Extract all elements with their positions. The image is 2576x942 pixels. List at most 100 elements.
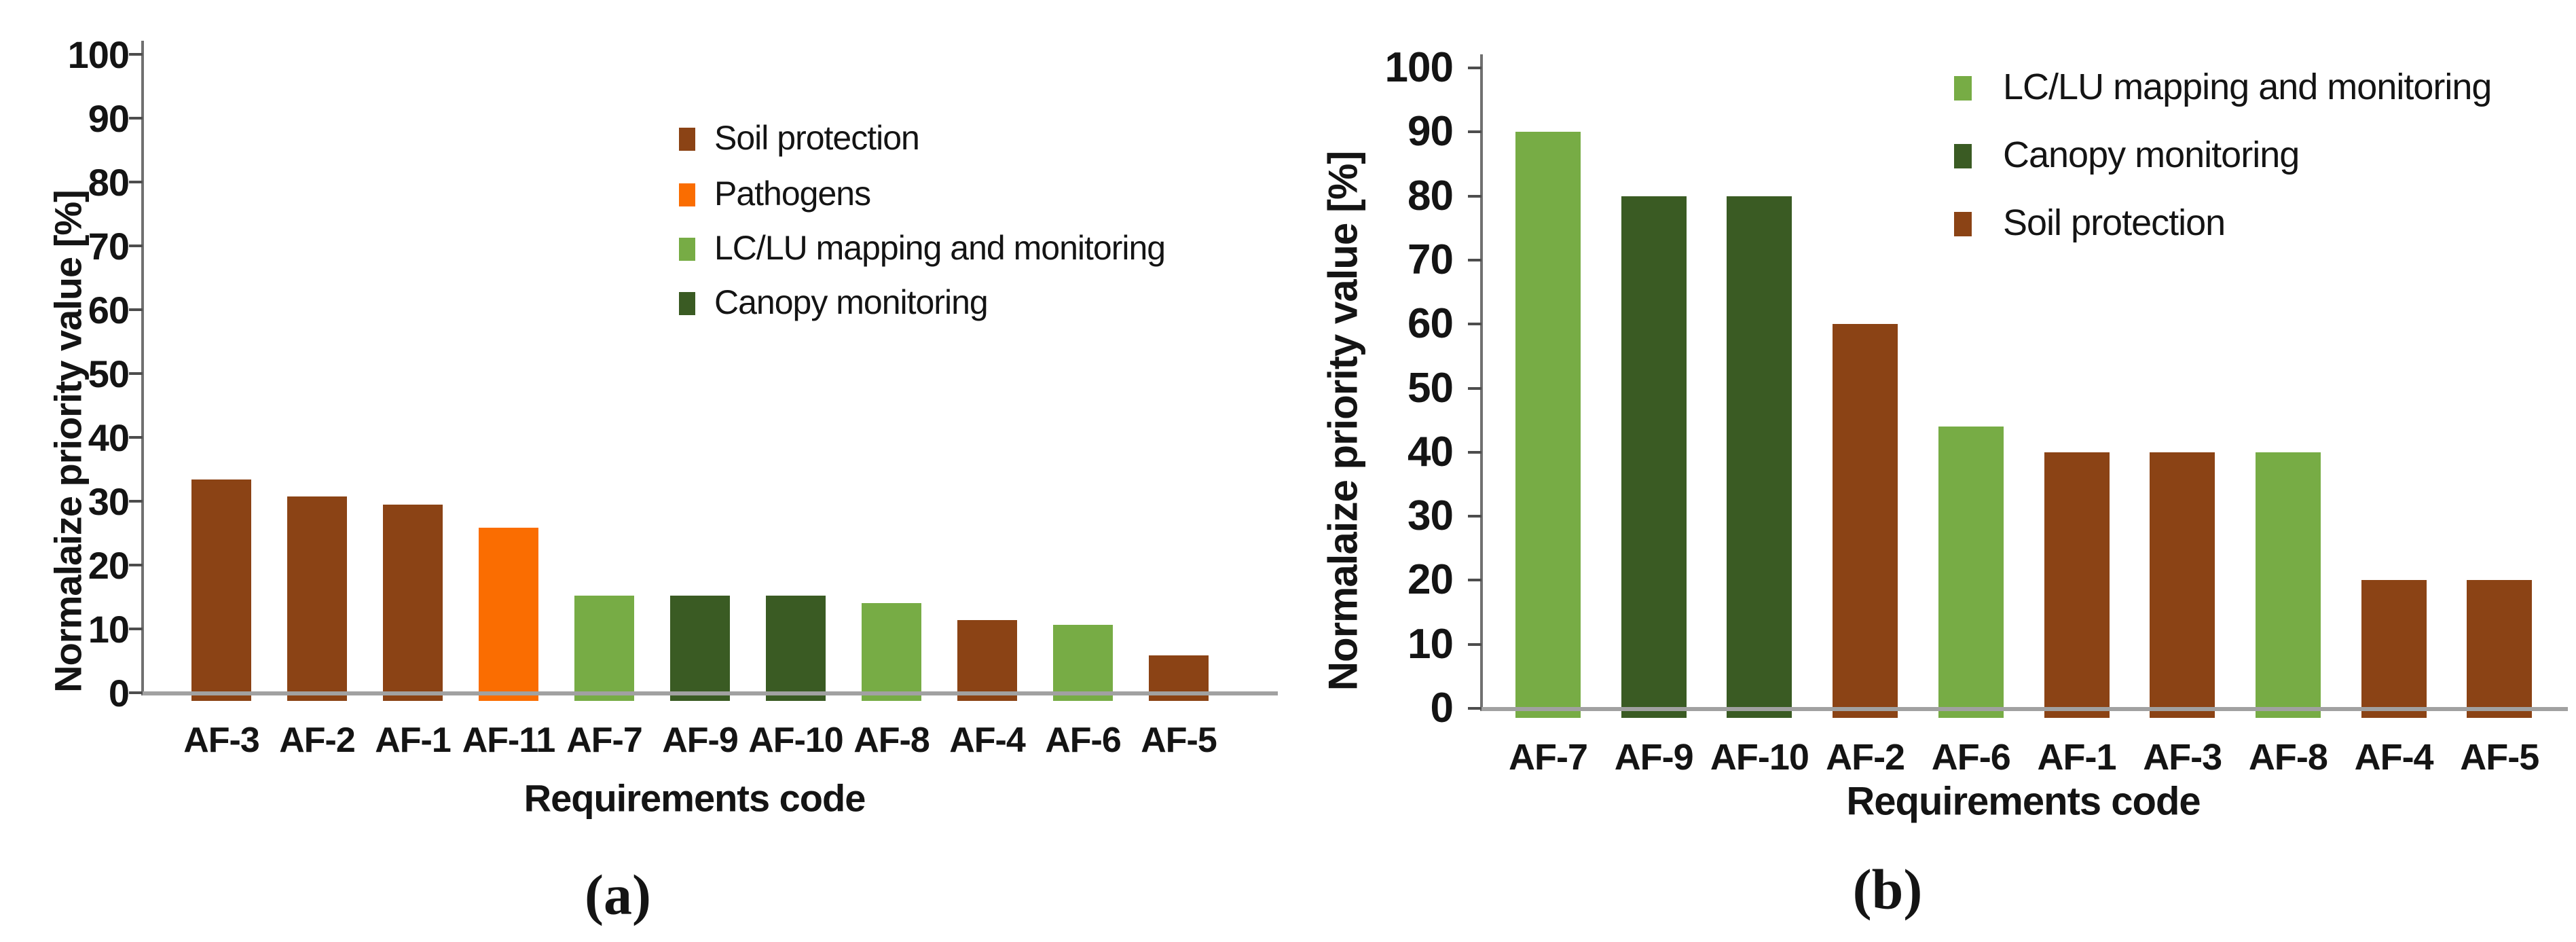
bar-AF-6 bbox=[1938, 427, 2004, 718]
legend-label: LC/LU mapping and monitoring bbox=[2003, 66, 2492, 107]
y-tick-label: 70 bbox=[88, 224, 130, 268]
chart-a: Normalaize priority value [%] Requiremen… bbox=[47, 33, 1278, 927]
legend-swatch bbox=[1954, 212, 1972, 236]
legend-swatch bbox=[679, 238, 695, 261]
y-tick-mark bbox=[1468, 386, 1482, 390]
x-tick-label-AF-4: AF-4 bbox=[949, 720, 1026, 760]
x-tick-label-AF-2: AF-2 bbox=[279, 720, 356, 760]
y-tick-mark bbox=[1468, 642, 1482, 646]
bar-AF-2 bbox=[287, 496, 347, 701]
y-tick-mark bbox=[129, 181, 143, 183]
y-tick-label: 50 bbox=[88, 352, 130, 395]
x-tick-label-AF-6: AF-6 bbox=[1931, 736, 2011, 778]
bar-AF-7 bbox=[574, 596, 634, 701]
x-tick-label-AF-7: AF-7 bbox=[566, 720, 643, 760]
x-axis-baseline bbox=[143, 691, 1278, 695]
y-tick-mark bbox=[129, 436, 143, 439]
bar-AF-5 bbox=[2467, 580, 2533, 718]
y-tick-mark bbox=[129, 691, 143, 694]
x-tick-label-AF-5: AF-5 bbox=[2460, 736, 2539, 778]
bar-AF-1 bbox=[2044, 452, 2110, 718]
x-tick-label-AF-3: AF-3 bbox=[2143, 736, 2222, 778]
y-tick-label: 50 bbox=[1407, 364, 1454, 412]
y-tick-mark bbox=[129, 308, 143, 311]
y-tick-label: 90 bbox=[88, 96, 130, 140]
legend-label: Soil protection bbox=[714, 119, 920, 157]
bar-AF-8 bbox=[2255, 452, 2321, 718]
bar-AF-9 bbox=[1621, 196, 1687, 718]
y-axis-title: Normalaize priority value [%] bbox=[1320, 151, 1366, 691]
x-tick-label-AF-8: AF-8 bbox=[2248, 736, 2328, 778]
y-axis-line bbox=[1480, 54, 1483, 711]
y-tick-mark bbox=[1468, 258, 1482, 261]
x-tick-label-AF-1: AF-1 bbox=[375, 720, 452, 760]
y-axis-line bbox=[141, 41, 144, 695]
y-tick-mark bbox=[1468, 323, 1482, 326]
y-tick-label: 60 bbox=[88, 288, 130, 331]
y-tick-mark bbox=[129, 564, 143, 566]
legend-label: Canopy monitoring bbox=[2003, 134, 2300, 175]
chart-b: Normalaize priority value [%] Requiremen… bbox=[1290, 0, 2576, 942]
x-axis-baseline bbox=[1482, 707, 2568, 711]
x-axis-title: Requirements code bbox=[523, 776, 866, 820]
bar-AF-3 bbox=[191, 479, 251, 701]
y-tick-label: 40 bbox=[88, 416, 130, 459]
y-tick-label: 0 bbox=[1430, 685, 1454, 732]
legend-swatch bbox=[679, 292, 695, 315]
bar-AF-9 bbox=[670, 596, 730, 701]
x-tick-label-AF-1: AF-1 bbox=[2037, 736, 2117, 778]
y-tick-label: 40 bbox=[1407, 428, 1454, 475]
legend-label: Soil protection bbox=[2003, 202, 2226, 243]
y-tick-label: 100 bbox=[67, 33, 130, 76]
y-tick-label: 0 bbox=[108, 671, 130, 714]
legend-swatch bbox=[1954, 76, 1972, 101]
legend-label: LC/LU mapping and monitoring bbox=[714, 229, 1166, 267]
caption-a: (a) bbox=[585, 863, 651, 927]
y-tick-label: 80 bbox=[1407, 172, 1454, 219]
bar-AF-7 bbox=[1515, 132, 1581, 718]
bar-AF-4 bbox=[2361, 580, 2427, 718]
y-tick-label: 30 bbox=[88, 479, 130, 523]
y-tick-mark bbox=[1468, 67, 1482, 69]
x-tick-label-AF-6: AF-6 bbox=[1045, 720, 1122, 760]
bar-AF-6 bbox=[1053, 625, 1113, 701]
caption-b: (b) bbox=[1852, 858, 1923, 922]
bar-AF-8 bbox=[862, 603, 921, 701]
legend-label: Pathogens bbox=[714, 175, 871, 213]
bar-AF-4 bbox=[957, 619, 1017, 701]
x-tick-label-AF-10: AF-10 bbox=[1710, 736, 1809, 778]
y-tick-label: 10 bbox=[1407, 620, 1454, 668]
y-tick-mark bbox=[129, 117, 143, 120]
y-tick-label: 20 bbox=[88, 543, 130, 587]
y-tick-mark bbox=[129, 53, 143, 56]
legend-swatch bbox=[679, 183, 695, 206]
x-tick-label-AF-3: AF-3 bbox=[183, 720, 260, 760]
y-tick-mark bbox=[1468, 194, 1482, 198]
legend-swatch bbox=[1954, 144, 1972, 168]
bar-AF-11 bbox=[479, 528, 538, 701]
bar-AF-10 bbox=[1727, 196, 1792, 718]
legend-swatch bbox=[679, 128, 695, 151]
y-tick-mark bbox=[129, 628, 143, 630]
y-tick-mark bbox=[129, 372, 143, 375]
y-tick-mark bbox=[1468, 130, 1482, 134]
x-tick-label-AF-7: AF-7 bbox=[1509, 736, 1588, 778]
y-tick-mark bbox=[1468, 450, 1482, 454]
y-tick-label: 100 bbox=[1384, 44, 1454, 92]
x-tick-label-AF-5: AF-5 bbox=[1141, 720, 1217, 760]
y-tick-label: 20 bbox=[1407, 556, 1454, 604]
y-tick-mark bbox=[1468, 707, 1482, 710]
x-tick-label-AF-9: AF-9 bbox=[662, 720, 739, 760]
bar-AF-3 bbox=[2150, 452, 2215, 718]
x-tick-label-AF-10: AF-10 bbox=[748, 720, 843, 760]
y-tick-label: 10 bbox=[88, 607, 130, 651]
y-tick-mark bbox=[129, 500, 143, 503]
bar-AF-1 bbox=[383, 504, 443, 701]
y-tick-label: 60 bbox=[1407, 300, 1454, 348]
bar-AF-10 bbox=[766, 596, 826, 701]
y-tick-mark bbox=[1468, 515, 1482, 518]
y-tick-label: 30 bbox=[1407, 492, 1454, 540]
y-tick-label: 80 bbox=[88, 160, 130, 204]
x-tick-label-AF-8: AF-8 bbox=[853, 720, 930, 760]
